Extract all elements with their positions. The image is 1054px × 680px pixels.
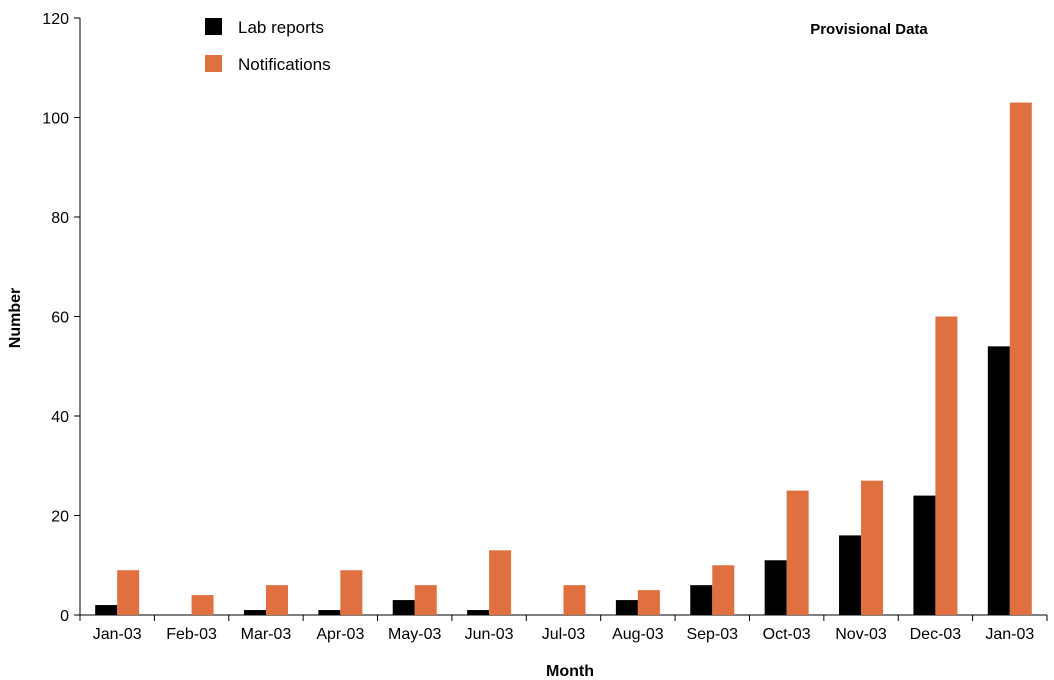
legend-swatch-lab-reports	[205, 18, 222, 35]
y-tick-label: 40	[51, 409, 69, 426]
y-tick-label: 0	[60, 608, 69, 625]
axes	[74, 17, 1048, 621]
bar-lab-reports	[615, 600, 638, 615]
x-tick-label: Oct-03	[763, 626, 811, 643]
x-tick-label: Dec-03	[910, 626, 962, 643]
bar-notifications	[414, 585, 437, 615]
bar-lab-reports	[839, 535, 862, 615]
y-tick-label: 100	[42, 111, 69, 128]
bar-lab-reports	[392, 600, 415, 615]
bar-lab-reports	[987, 346, 1010, 615]
y-tick-label: 80	[51, 210, 69, 227]
bar-notifications	[861, 480, 884, 615]
bar-lab-reports	[764, 560, 787, 615]
x-tick-label: Feb-03	[166, 626, 217, 643]
bar-notifications	[117, 570, 140, 615]
y-tick-label: 60	[51, 310, 69, 327]
x-tick-label: Jun-03	[465, 626, 514, 643]
bar-notifications	[935, 316, 958, 615]
bar-lab-reports	[95, 605, 118, 615]
x-tick-label: Aug-03	[612, 626, 664, 643]
x-tick-label: Nov-03	[835, 626, 887, 643]
bar-notifications	[191, 595, 214, 615]
y-tick-label: 120	[42, 11, 69, 28]
x-tick-label: Mar-03	[241, 626, 292, 643]
bar-notifications	[489, 550, 512, 615]
x-tick-labels: Jan-03 Feb-03 Mar-03 Apr-03 May-03 Jun-03 Jul-…	[93, 626, 1035, 643]
bar-lab-reports	[318, 610, 341, 615]
bar-notifications	[340, 570, 363, 615]
y-tick-label: 20	[51, 509, 69, 526]
x-tick-label: Jan-03	[93, 626, 142, 643]
x-tick-label: Jan-03	[985, 626, 1034, 643]
bar-lab-reports	[913, 495, 936, 615]
bar-notifications	[563, 585, 586, 615]
x-tick-label: Sep-03	[686, 626, 738, 643]
legend-swatch-notifications	[205, 55, 222, 72]
bar-notifications	[637, 590, 660, 615]
legend: Lab reports Notifications	[205, 18, 331, 74]
bar-notifications	[712, 565, 735, 615]
x-tick-label: May-03	[388, 626, 441, 643]
y-tick-labels: 0 20 40 60 80 100 120	[42, 11, 69, 625]
legend-label-lab-reports: Lab reports	[238, 18, 324, 37]
bar-notifications	[786, 490, 809, 615]
bar-lab-reports	[243, 610, 266, 615]
bar-notifications	[1009, 102, 1032, 615]
y-axis-title: Number	[7, 288, 24, 348]
bar-lab-reports	[467, 610, 490, 615]
x-tick-label: Jul-03	[542, 626, 586, 643]
provisional-note: Provisional Data	[810, 21, 928, 38]
x-axis-title: Month	[546, 663, 594, 680]
bar-notifications	[265, 585, 288, 615]
x-tick-label: Apr-03	[316, 626, 364, 643]
bars	[95, 102, 1032, 615]
legend-label-notifications: Notifications	[238, 55, 331, 74]
bar-lab-reports	[690, 585, 713, 615]
